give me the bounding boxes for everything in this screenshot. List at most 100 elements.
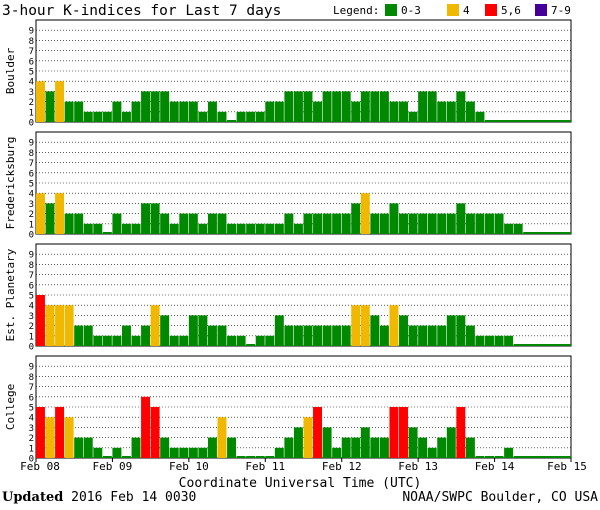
bar: [446, 315, 456, 346]
bar: [55, 81, 65, 122]
y-tick-label: 9: [29, 139, 34, 149]
bar: [322, 427, 332, 458]
bar: [207, 101, 217, 122]
y-tick-label: 1: [29, 332, 34, 342]
bar: [160, 91, 170, 122]
bar: [141, 396, 151, 458]
baseline-fill: [513, 344, 571, 346]
y-tick-label: 0: [29, 343, 34, 353]
y-tick-label: 8: [29, 149, 34, 159]
legend-swatch-7-9: [535, 4, 547, 16]
bar: [64, 101, 74, 122]
bar: [351, 101, 361, 122]
bar: [93, 447, 103, 458]
bar: [504, 447, 514, 458]
series-label: Boulder: [4, 47, 17, 94]
series-label: College: [4, 384, 17, 430]
bar: [246, 111, 256, 122]
bar: [475, 111, 485, 122]
bar: [370, 437, 380, 458]
bar: [246, 456, 256, 458]
bar: [408, 427, 418, 458]
bar: [418, 325, 428, 346]
y-tick-label: 7: [29, 47, 34, 57]
bar: [370, 315, 380, 346]
bar: [74, 437, 84, 458]
bar: [341, 437, 351, 458]
bar: [169, 223, 179, 234]
bar: [399, 407, 408, 458]
bar: [360, 91, 370, 122]
x-tick-label: Feb 14: [475, 460, 515, 473]
y-tick-label: 4: [29, 78, 34, 88]
bar: [179, 447, 189, 458]
bar: [102, 456, 112, 458]
bar: [475, 456, 485, 458]
bar: [456, 203, 466, 234]
updated-label: Updated: [2, 490, 64, 505]
y-tick-label: 5: [29, 68, 34, 78]
bar: [284, 437, 294, 458]
y-tick-label: 9: [29, 363, 34, 373]
bar: [169, 447, 179, 458]
bar: [465, 101, 475, 122]
bar: [265, 456, 275, 458]
bar: [370, 91, 380, 122]
bar: [332, 91, 342, 122]
bar: [274, 101, 284, 122]
bar: [341, 91, 351, 122]
bar: [169, 101, 179, 122]
bar: [274, 315, 284, 346]
bar: [360, 193, 370, 234]
bar: [188, 101, 198, 122]
bar: [45, 305, 55, 346]
y-tick-label: 6: [29, 169, 34, 179]
bar: [246, 223, 256, 234]
bar: [121, 223, 131, 234]
bar: [322, 325, 332, 346]
bar: [112, 101, 122, 122]
bar: [360, 305, 370, 346]
bar: [504, 335, 514, 346]
x-axis: Feb 08 Feb 09 Feb 10 Feb 11 Feb 12 Feb 13 Feb …: [20, 458, 587, 473]
bar: [160, 315, 170, 346]
x-tick-label: Feb 10: [169, 460, 209, 473]
bar: [274, 447, 284, 458]
bar: [389, 203, 399, 234]
bar: [274, 223, 284, 234]
bar: [513, 223, 523, 234]
x-tick-label: Feb 09: [93, 460, 133, 473]
bar: [255, 223, 265, 234]
bar: [351, 437, 361, 458]
series-label: Est. Planetary: [4, 248, 17, 341]
bar: [74, 101, 84, 122]
bar: [188, 213, 198, 234]
y-tick-label: 9: [29, 251, 34, 261]
bar: [83, 223, 93, 234]
y-tick-label: 3: [29, 200, 34, 210]
bar: [322, 91, 332, 122]
footer: Updated 2016 Feb 14 0030 NOAA/SWPC Bould…: [2, 490, 598, 508]
bar: [465, 325, 475, 346]
bar: [160, 437, 170, 458]
bar: [408, 111, 418, 122]
bar: [494, 456, 504, 458]
bar: [351, 305, 361, 346]
bar: [437, 325, 447, 346]
y-tick-label: 3: [29, 312, 34, 322]
k-index-chart: 3-hour K-indices for Last 7 days Legend:…: [2, 3, 587, 490]
bar: [475, 335, 485, 346]
y-tick-label: 6: [29, 281, 34, 291]
bar: [399, 101, 408, 122]
bar: [150, 91, 160, 122]
bar: [236, 456, 246, 458]
bar: [332, 325, 342, 346]
bar: [198, 111, 208, 122]
y-tick-label: 4: [29, 414, 34, 424]
bar: [284, 213, 294, 234]
bar: [83, 325, 93, 346]
baseline-fill: [523, 232, 571, 234]
legend: Legend: 0-3 4 5,6 7-9: [333, 4, 571, 17]
